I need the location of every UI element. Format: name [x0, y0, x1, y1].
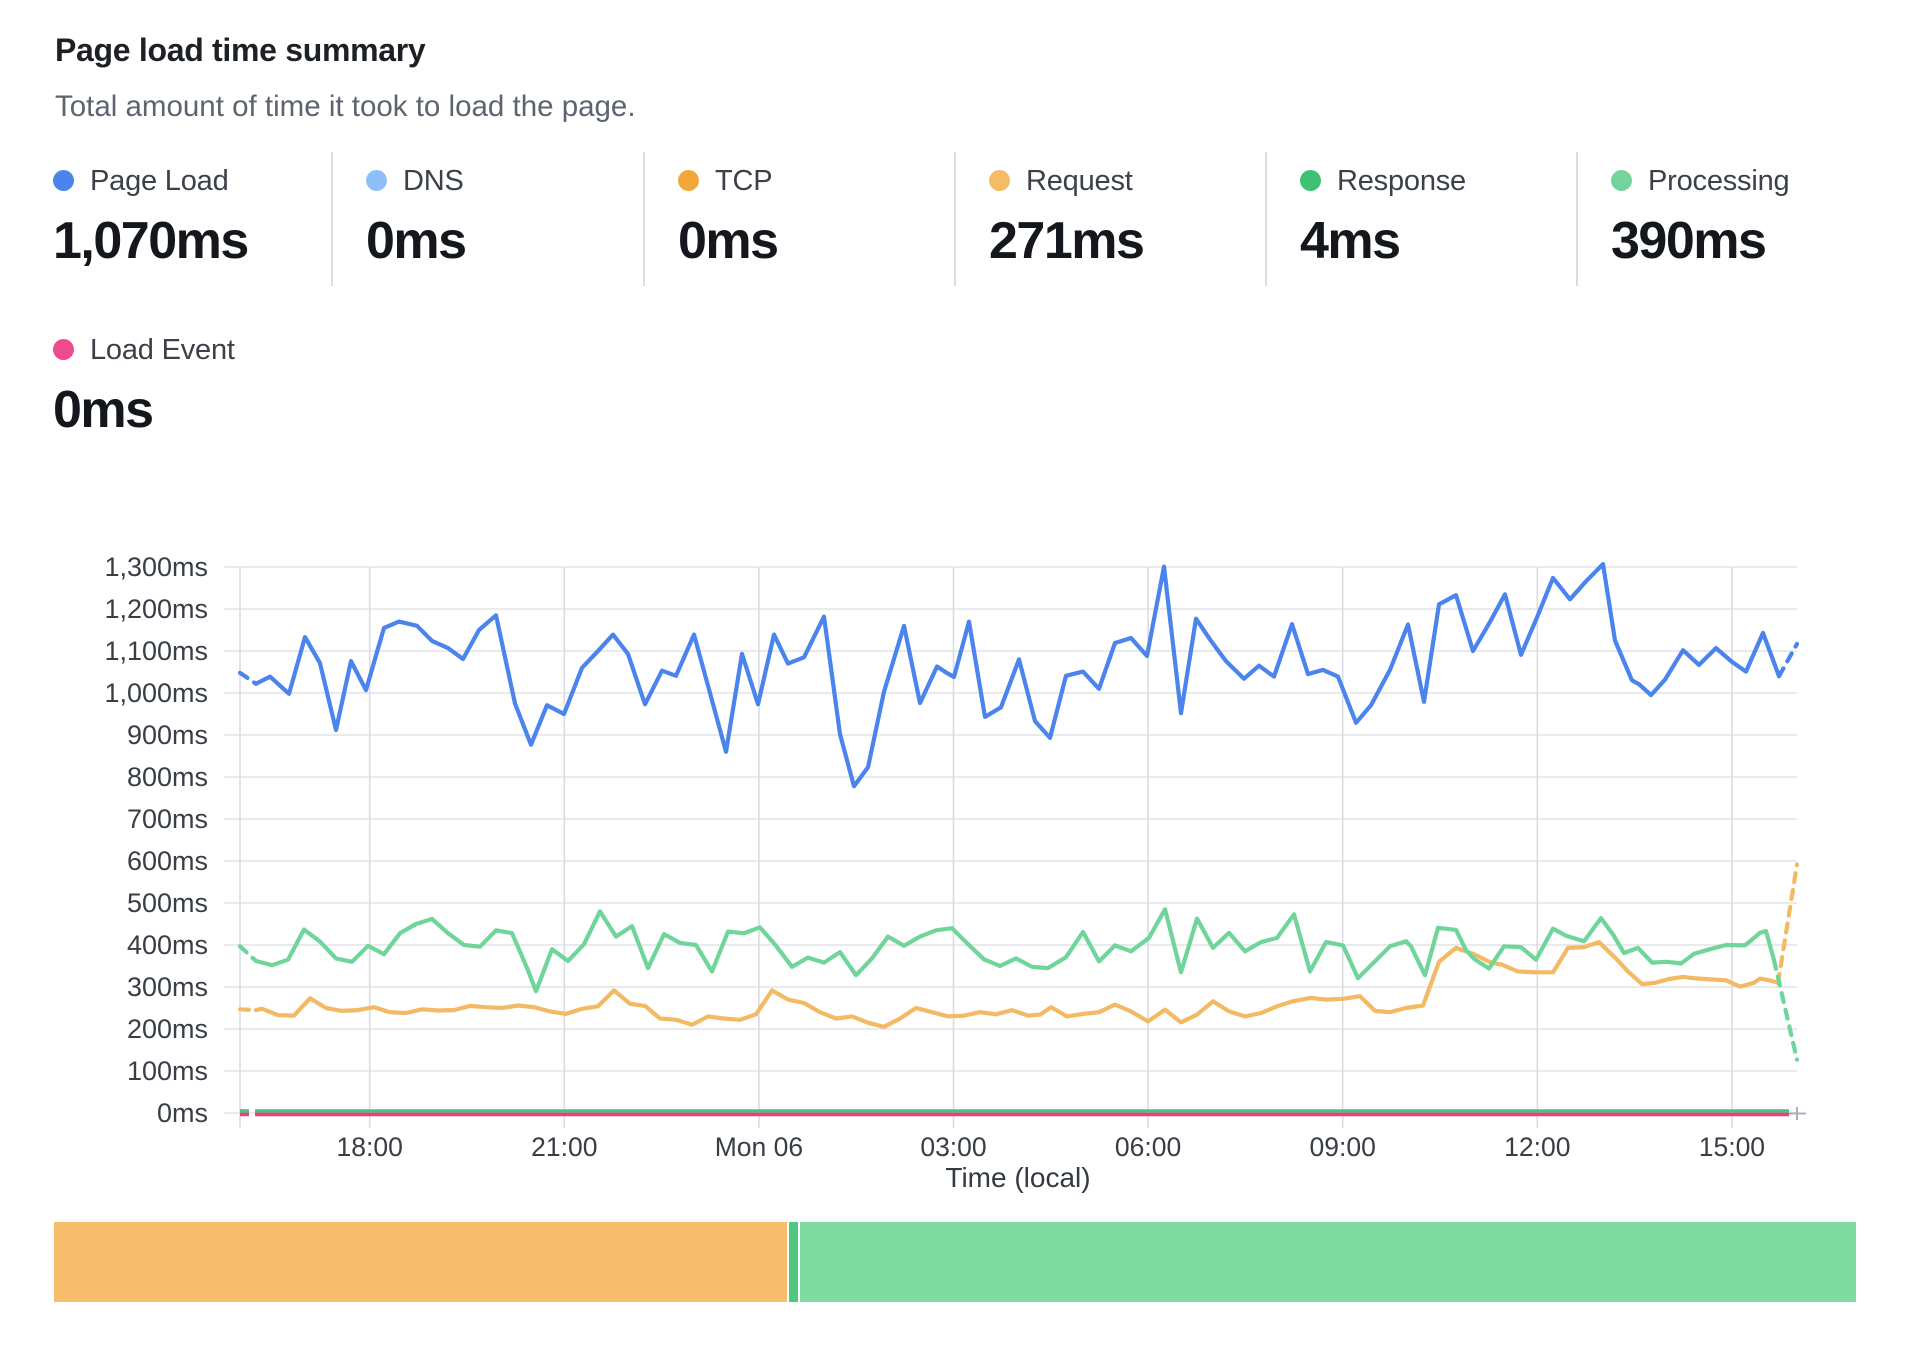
svg-text:12:00: 12:00	[1504, 1132, 1570, 1162]
svg-text:900ms: 900ms	[127, 720, 208, 750]
svg-text:300ms: 300ms	[127, 972, 208, 1002]
svg-text:06:00: 06:00	[1115, 1132, 1181, 1162]
svg-text:1,000ms: 1,000ms	[104, 678, 208, 708]
svg-text:200ms: 200ms	[127, 1014, 208, 1044]
svg-text:500ms: 500ms	[127, 888, 208, 918]
svg-text:700ms: 700ms	[127, 804, 208, 834]
svg-text:0ms: 0ms	[157, 1098, 208, 1128]
svg-text:400ms: 400ms	[127, 930, 208, 960]
svg-text:15:00: 15:00	[1699, 1132, 1765, 1162]
svg-text:800ms: 800ms	[127, 762, 208, 792]
svg-text:21:00: 21:00	[531, 1132, 597, 1162]
svg-text:100ms: 100ms	[127, 1056, 208, 1086]
svg-text:1,300ms: 1,300ms	[104, 552, 208, 582]
svg-text:Time (local): Time (local)	[945, 1162, 1090, 1193]
svg-text:Mon 06: Mon 06	[715, 1132, 803, 1162]
svg-text:1,200ms: 1,200ms	[104, 594, 208, 624]
svg-text:600ms: 600ms	[127, 846, 208, 876]
svg-text:09:00: 09:00	[1310, 1132, 1376, 1162]
svg-text:18:00: 18:00	[337, 1132, 403, 1162]
svg-text:03:00: 03:00	[920, 1132, 986, 1162]
svg-text:1,100ms: 1,100ms	[104, 636, 208, 666]
